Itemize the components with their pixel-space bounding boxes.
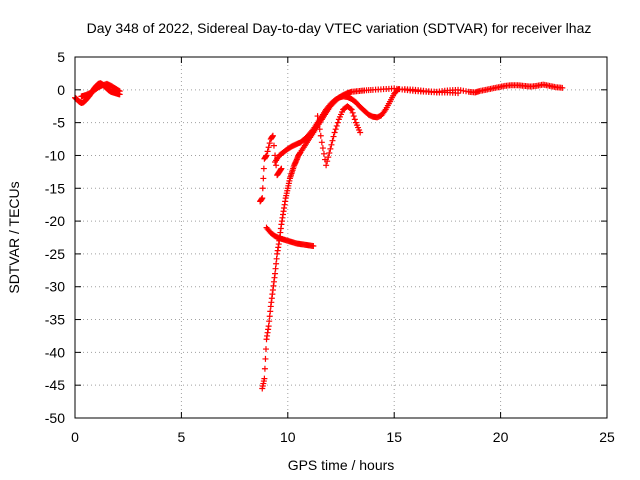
data-point	[357, 129, 364, 136]
data-point	[263, 152, 270, 159]
data-point	[332, 126, 339, 133]
plot-frame	[74, 56, 608, 419]
y-tick-label: -10	[45, 147, 65, 163]
series-s6-dip-arc	[314, 103, 364, 169]
data-point	[330, 133, 337, 140]
series-s5-mid-arc	[272, 86, 402, 166]
axis-ticks	[74, 56, 608, 419]
data-point	[278, 165, 285, 172]
data-point	[262, 355, 269, 362]
data-point	[329, 137, 336, 144]
data-point	[323, 162, 330, 169]
data-point	[269, 132, 276, 139]
data-point	[261, 365, 268, 372]
data-point	[262, 346, 269, 353]
data-point	[324, 158, 331, 165]
y-tick-label: -50	[45, 410, 65, 426]
y-tick-label: -15	[45, 180, 65, 196]
data-point	[319, 145, 326, 152]
data-point	[317, 132, 324, 139]
y-tick-label: -5	[53, 115, 66, 131]
data-point	[328, 141, 335, 148]
data-point	[327, 145, 334, 152]
series-s4-lower-branch	[263, 224, 317, 250]
data-point	[316, 126, 323, 133]
data-point	[348, 106, 355, 113]
data-point	[310, 243, 317, 250]
x-axis-title: GPS time / hours	[288, 457, 395, 473]
y-tick-label: -40	[45, 344, 65, 360]
y-tick-label: 5	[57, 49, 65, 65]
data-point	[259, 195, 266, 202]
y-tick-label: -45	[45, 377, 65, 393]
data-point	[115, 87, 122, 94]
data-point	[260, 175, 267, 182]
data-point	[273, 162, 280, 169]
data-point	[318, 139, 325, 146]
data-point	[264, 148, 271, 155]
x-tick-label: 25	[599, 429, 615, 445]
data-point	[334, 119, 341, 126]
data-point	[260, 165, 267, 172]
data-point	[559, 84, 566, 91]
x-tick-label: 20	[493, 429, 509, 445]
data-point	[394, 87, 401, 94]
data-point	[347, 105, 354, 112]
y-tick-label: 0	[57, 82, 65, 98]
data-point	[325, 154, 332, 161]
y-axis-title: SDTVAR / TECUs	[6, 181, 22, 293]
series-s2-early-upper	[78, 80, 123, 100]
x-tick-label: 5	[178, 429, 186, 445]
x-tick-label: 15	[386, 429, 402, 445]
series-s8-late-flat	[401, 81, 566, 96]
data-point	[333, 122, 340, 129]
data-point	[315, 119, 322, 126]
data-point	[259, 185, 266, 192]
series-s1-early-arc	[72, 80, 123, 106]
x-tick-labels: 0 5 10 15 20 25	[71, 429, 615, 445]
data-point	[320, 150, 327, 157]
x-tick-label: 0	[71, 429, 79, 445]
data-point	[116, 88, 123, 95]
grid-lines	[75, 57, 607, 418]
y-tick-label: -25	[45, 246, 65, 262]
data-point	[270, 142, 277, 149]
data-point	[261, 375, 268, 382]
data-points	[72, 80, 566, 392]
y-tick-label: -35	[45, 312, 65, 328]
data-point	[326, 149, 333, 156]
data-point	[331, 129, 338, 136]
data-point	[266, 140, 273, 147]
chart-title: Day 348 of 2022, Sidereal Day-to-day VTE…	[87, 20, 592, 36]
data-point	[314, 113, 321, 120]
data-point	[349, 109, 356, 116]
y-tick-label: -20	[45, 213, 65, 229]
data-point	[265, 144, 272, 151]
data-point	[351, 116, 358, 123]
series-s7-short-segments	[257, 132, 285, 205]
x-tick-label: 10	[280, 429, 296, 445]
data-point	[395, 86, 402, 93]
y-tick-label: -30	[45, 279, 65, 295]
y-tick-labels: 5 0 -5 -10 -15 -20 -25 -30 -35 -40 -45 -50	[45, 49, 65, 426]
data-point	[350, 113, 357, 120]
data-point	[272, 152, 279, 159]
